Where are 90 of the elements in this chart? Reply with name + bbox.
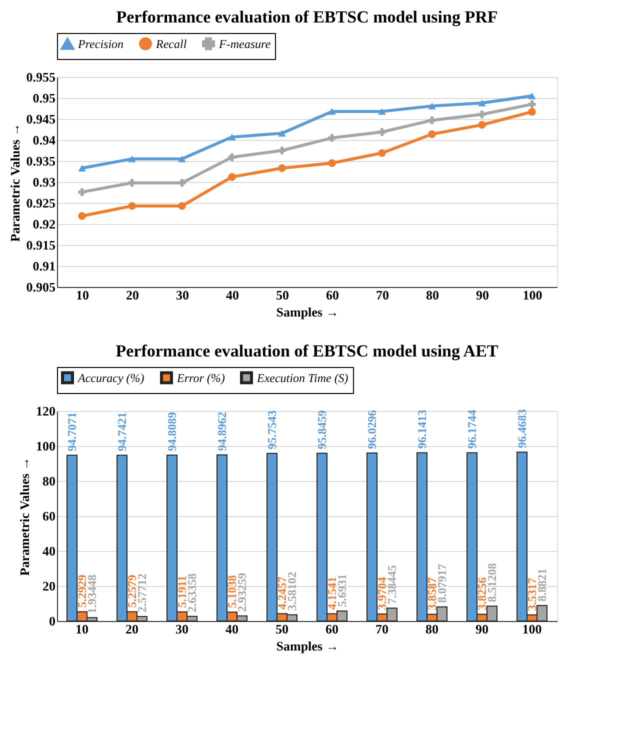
point xyxy=(128,178,136,187)
point xyxy=(328,108,336,115)
y-tick-label: 0.91 xyxy=(32,258,56,274)
point xyxy=(228,173,236,181)
chart-title: Performance evaluation of EBTSC model using PRF xyxy=(116,8,498,26)
legend-label: Accuracy (%) xyxy=(77,370,144,385)
point xyxy=(178,178,186,187)
y-tick-label: 100 xyxy=(36,438,56,454)
data-label: 94.8962 xyxy=(215,412,229,451)
point xyxy=(228,134,236,140)
point xyxy=(328,159,336,167)
point xyxy=(378,108,386,115)
x-tick-label: 10 xyxy=(76,622,88,636)
point xyxy=(128,202,136,210)
y-tick-label: 0.92 xyxy=(32,216,56,232)
data-label: 94.8089 xyxy=(165,412,179,452)
x-tick-label: 90 xyxy=(476,622,488,636)
x-tick-label: 40 xyxy=(226,288,239,302)
y-tick-label: 0.94 xyxy=(32,132,56,148)
point xyxy=(128,156,136,162)
x-tick-label: 40 xyxy=(226,622,238,636)
legend-label: Recall xyxy=(155,36,188,51)
point xyxy=(478,110,486,118)
y-tick-label: 0.915 xyxy=(26,238,56,252)
point xyxy=(78,212,86,220)
data-label: 95.7543 xyxy=(265,410,279,450)
point xyxy=(178,156,186,162)
data-label: 94.7071 xyxy=(65,412,79,452)
x-tick-label: 100 xyxy=(522,622,542,636)
point xyxy=(528,100,536,108)
legend-label: Precision xyxy=(77,37,124,52)
y-tick-label: 40 xyxy=(42,544,56,558)
x-tick-label: 70 xyxy=(376,288,389,302)
y-tick-label: 0.955 xyxy=(26,70,56,84)
point xyxy=(528,92,536,100)
point xyxy=(278,146,286,154)
x-tick-label: 70 xyxy=(376,622,388,636)
legend-label: Error (%) xyxy=(176,370,225,385)
point xyxy=(478,121,486,129)
data-label: 95.8459 xyxy=(315,410,329,450)
point xyxy=(378,128,386,136)
data-label: 96.0296 xyxy=(365,410,379,449)
x-axis-title: Samples → xyxy=(276,638,339,654)
x-tick-label: 80 xyxy=(426,622,438,636)
data-label: 96.1413 xyxy=(415,410,429,449)
data-label: 96.4683 xyxy=(515,409,529,448)
point xyxy=(528,108,536,116)
x-tick-label: 20 xyxy=(126,622,138,636)
y-tick-label: 80 xyxy=(42,474,56,488)
x-tick-label: 50 xyxy=(276,622,288,636)
y-tick-label: 0 xyxy=(49,614,56,628)
y-axis-title: Parametric Values → xyxy=(17,457,32,576)
point xyxy=(78,188,86,196)
y-tick-label: 120 xyxy=(36,404,56,418)
y-tick-label: 0.905 xyxy=(26,280,56,294)
y-tick-label: 0.925 xyxy=(26,196,56,210)
point xyxy=(278,130,286,137)
point xyxy=(428,130,436,138)
legend-label: Execution Time (S) xyxy=(256,370,348,385)
x-tick-label: 90 xyxy=(476,288,489,302)
point xyxy=(428,116,436,124)
legend-label: F-measure xyxy=(218,36,272,51)
y-tick-label: 0.93 xyxy=(32,174,56,190)
point xyxy=(78,164,86,172)
x-tick-label: 30 xyxy=(176,288,189,302)
y-axis-title: Parametric Values → xyxy=(7,123,22,242)
chart-title: Performance evaluation of EBTSC model using AET xyxy=(116,342,499,360)
point xyxy=(478,100,486,106)
x-tick-label: 20 xyxy=(126,288,139,302)
y-tick-label: 60 xyxy=(42,508,56,524)
x-tick-label: 30 xyxy=(176,622,188,636)
point xyxy=(328,134,336,142)
x-tick-label: 100 xyxy=(522,288,542,302)
point xyxy=(178,202,186,210)
x-tick-label: 50 xyxy=(276,288,289,302)
y-tick-label: 20 xyxy=(42,578,56,594)
point xyxy=(278,164,286,172)
x-tick-label: 10 xyxy=(76,288,89,302)
data-label: 96.1744 xyxy=(465,410,479,449)
data-label: 94.7421 xyxy=(115,412,129,452)
y-tick-label: 0.95 xyxy=(32,90,56,106)
y-tick-label: 0.945 xyxy=(26,112,56,126)
point xyxy=(378,149,386,157)
x-axis-title: Samples → xyxy=(276,304,339,320)
y-tick-label: 0.935 xyxy=(26,154,56,168)
x-tick-label: 60 xyxy=(326,288,339,302)
point xyxy=(428,102,436,110)
point xyxy=(228,153,236,162)
x-tick-label: 80 xyxy=(426,288,439,302)
x-tick-label: 60 xyxy=(326,622,338,636)
